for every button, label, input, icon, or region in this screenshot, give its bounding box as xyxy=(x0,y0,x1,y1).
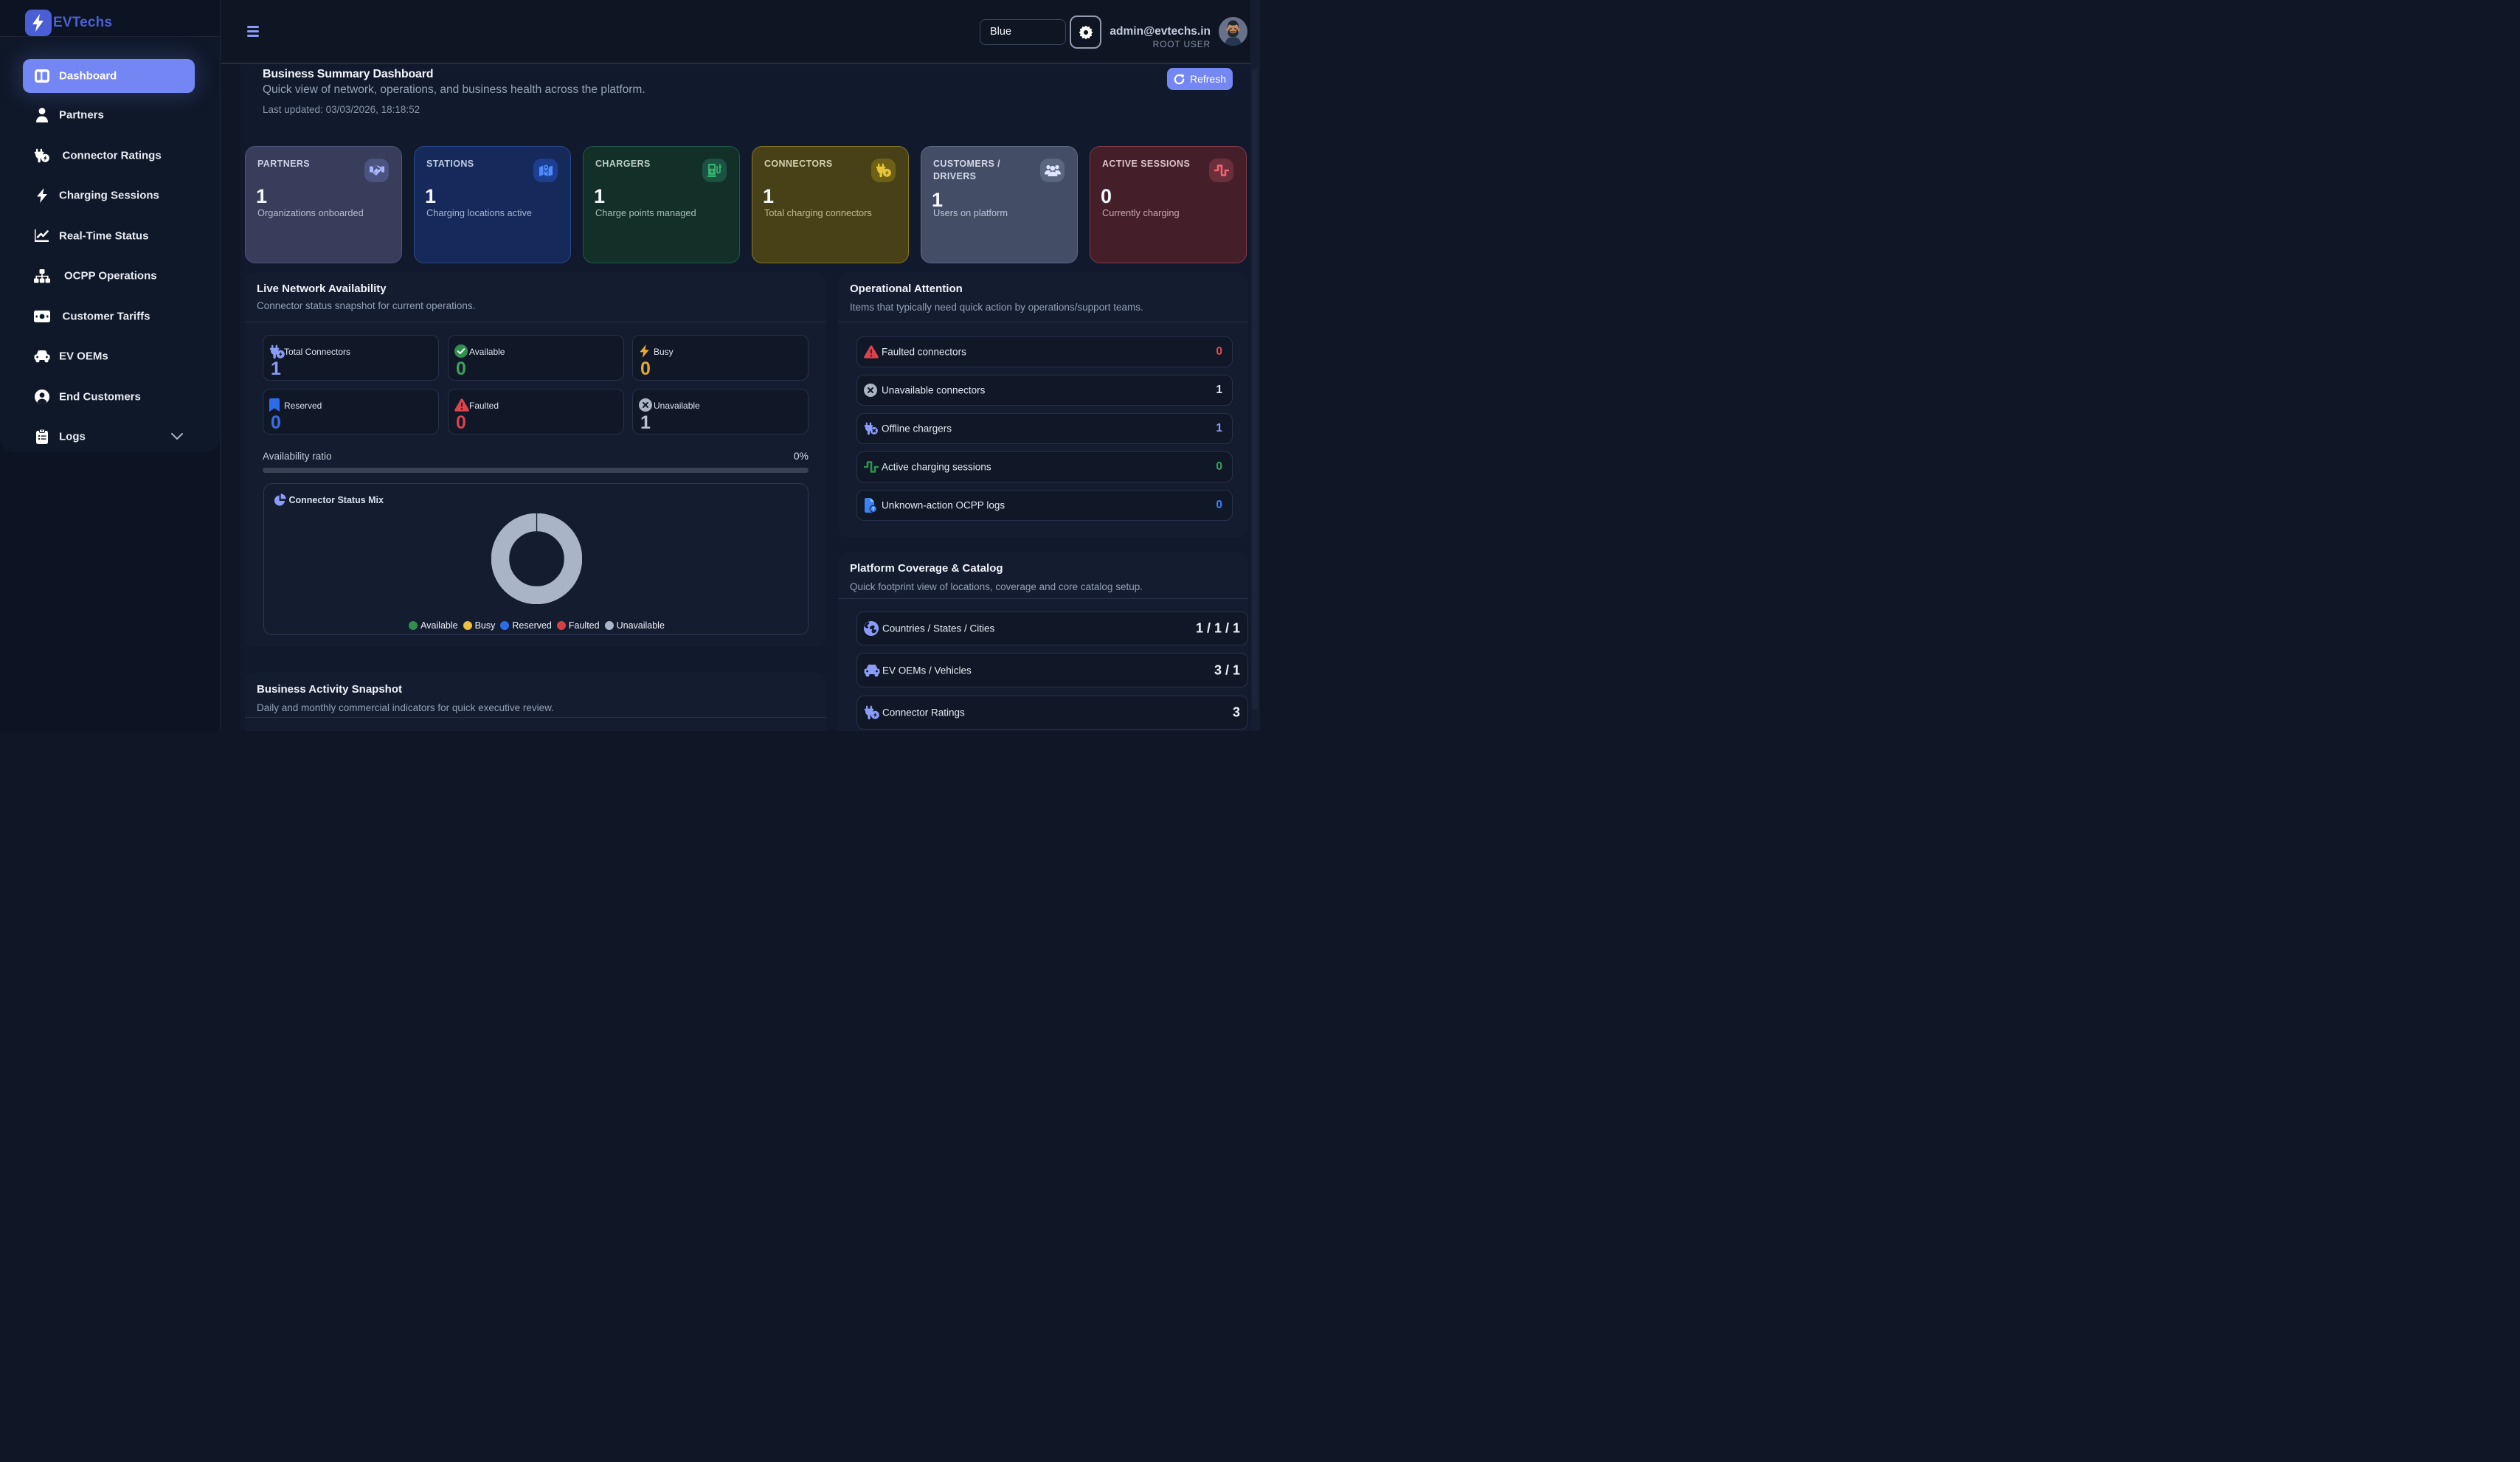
svg-text:?: ? xyxy=(872,507,875,512)
